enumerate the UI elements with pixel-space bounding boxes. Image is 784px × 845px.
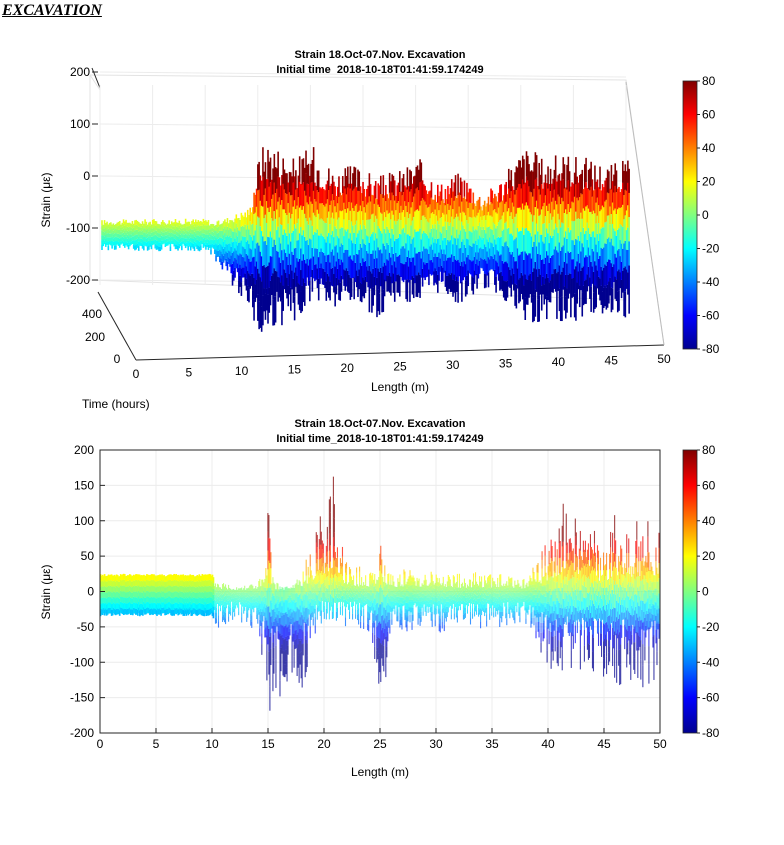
surface-z-gridline [99, 175, 627, 182]
top-colorbar [682, 80, 698, 350]
box-axes [91, 67, 665, 361]
colorbar-tick-label: 40 [702, 141, 716, 155]
line-chart: Strain 18.Oct-07.Nov. Excavation Initial… [39, 418, 720, 779]
x-tick-label: 20 [341, 361, 355, 375]
surface-fill [101, 147, 630, 332]
top-x-axis-label: Length (m) [371, 380, 429, 394]
strain-envelope [99, 476, 660, 711]
y-tick-label: 200 [85, 330, 105, 344]
surface-z-gridline [99, 71, 627, 78]
x-tick-label: 40 [552, 355, 566, 369]
colorbar-tick-label: -80 [702, 342, 720, 356]
bottom-subtitle: Initial time_2018-10-18T01:41:59.174249 [276, 433, 483, 445]
page-heading: EXCAVATION [2, 2, 102, 19]
x-tick-labels: 0 5 10 15 20 25 30 35 40 45 50 [133, 352, 671, 381]
colorbar-tick-label: -20 [702, 242, 720, 256]
colorbar-tick-label: -40 [702, 275, 720, 289]
top-colorbar-ticks: 80 60 40 20 0 -20 -40 -60 -80 [697, 74, 720, 356]
top-z-axis-label: Strain (με) [39, 173, 53, 228]
bottom-title: Strain 18.Oct-07.Nov. Excavation [295, 418, 466, 430]
y-tick-label: 0 [114, 352, 121, 366]
z-tick-label: -100 [66, 221, 90, 235]
z-tick-label: 100 [70, 117, 90, 131]
x-tick-label: 5 [185, 366, 192, 380]
x-tick-label: 30 [446, 358, 460, 372]
z-tick-label: 0 [83, 169, 90, 183]
surface-chart: Strain 18.Oct-07.Nov. Excavation Initial… [39, 49, 720, 411]
z-tick-label: -200 [66, 273, 90, 287]
z-tick-label: 200 [70, 65, 90, 79]
x-tick-label: 0 [133, 367, 140, 381]
y-tick-labels: 0 200 400 [82, 307, 121, 366]
surface-z-gridline [99, 123, 627, 130]
colorbar-tick-label: 80 [702, 74, 716, 88]
top-title: Strain 18.Oct-07.Nov. Excavation [295, 49, 466, 61]
top-subtitle: Initial time_2018-10-18T01:41:59.174249 [276, 64, 483, 76]
x-tick-label: 10 [235, 364, 249, 378]
x-tick-label: 50 [657, 352, 671, 366]
colorbar-tick-label: 20 [702, 175, 716, 189]
x-tick-label: 35 [499, 357, 513, 371]
y-tick-label: 400 [82, 307, 102, 321]
x-tick-label: 25 [393, 360, 407, 374]
colorbar-tick-label: 0 [702, 208, 709, 222]
x-tick-label: 45 [605, 354, 619, 368]
colorbar-tick-label: -60 [702, 309, 720, 323]
colorbar-tick-label: 60 [702, 108, 716, 122]
x-tick-label: 15 [288, 363, 302, 377]
z-tick-labels: 200 100 0 -100 -200 [66, 65, 98, 287]
top-y-axis-label: Time (hours) [82, 397, 150, 411]
